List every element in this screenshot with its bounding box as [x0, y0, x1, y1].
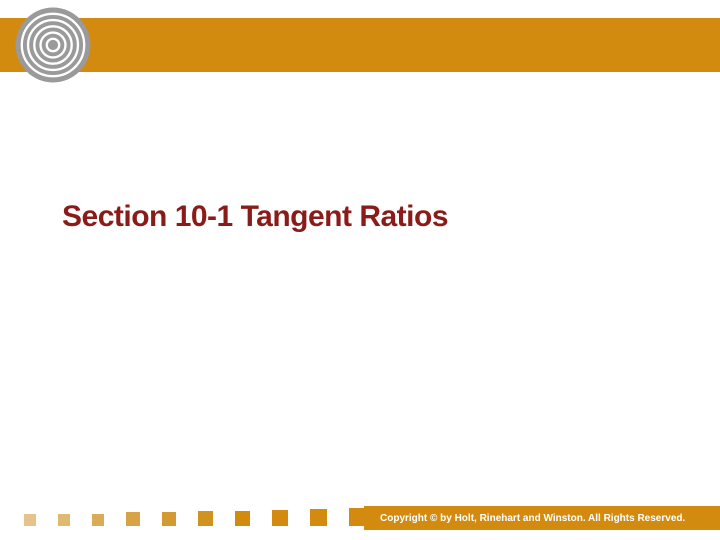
decorative-square	[126, 512, 140, 526]
copyright-text: Copyright © by Holt, Rinehart and Winsto…	[380, 513, 685, 524]
decorative-square	[58, 514, 70, 526]
header-band	[0, 18, 720, 72]
decorative-square	[235, 511, 250, 526]
decorative-squares	[24, 508, 367, 526]
decorative-square	[198, 511, 213, 526]
footer: Copyright © by Holt, Rinehart and Winsto…	[0, 506, 720, 540]
logo-concentric-icon	[14, 6, 92, 84]
decorative-square	[24, 514, 36, 526]
decorative-square	[272, 510, 288, 526]
decorative-square	[162, 512, 176, 526]
slide-title: Section 10-1 Tangent Ratios	[62, 200, 448, 234]
copyright-bar: Copyright © by Holt, Rinehart and Winsto…	[364, 506, 720, 530]
decorative-square	[92, 514, 104, 526]
decorative-square	[310, 509, 327, 526]
